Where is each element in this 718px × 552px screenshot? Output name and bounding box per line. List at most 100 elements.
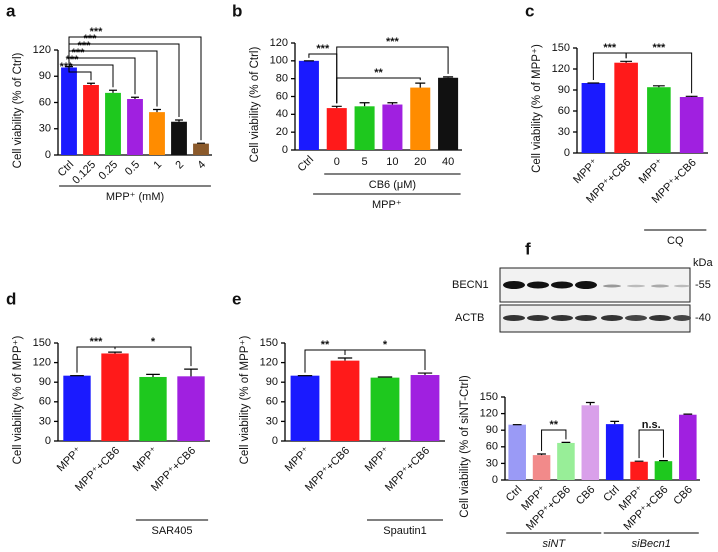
y-tick-label: 0 xyxy=(272,435,278,447)
x-tick-label: 20 xyxy=(414,156,426,168)
y-tick-label: 120 xyxy=(480,408,498,420)
bar xyxy=(410,375,440,441)
y-tick-label: 60 xyxy=(39,396,51,408)
bar xyxy=(298,60,319,151)
bar xyxy=(679,414,697,480)
y-tick-label: 90 xyxy=(486,424,498,436)
bar xyxy=(149,112,165,155)
significance-label: *** xyxy=(603,42,617,54)
x-tick-label: 40 xyxy=(442,156,454,168)
bar xyxy=(193,143,209,155)
western-blot: kDa BECN1 ACTB -55 -40 xyxy=(452,257,713,333)
x-tick-label: 4 xyxy=(195,159,208,172)
error-bar xyxy=(184,368,198,377)
bar xyxy=(83,85,99,155)
blot-bands xyxy=(503,281,691,321)
group-label: MPP⁺ (mM) xyxy=(106,191,164,203)
y-tick-label: 0 xyxy=(45,149,51,161)
y-tick-label: 30 xyxy=(486,457,498,469)
error-bar xyxy=(683,413,693,415)
y-tick-label: 60 xyxy=(276,90,288,102)
significance-label: *** xyxy=(90,26,104,38)
panel-letter: d xyxy=(6,289,16,308)
y-tick-label: 20 xyxy=(276,126,288,138)
error-bar xyxy=(331,105,342,109)
y-tick-label: 100 xyxy=(270,55,288,67)
error-bar xyxy=(153,108,161,113)
blot-protein: ACTB xyxy=(455,312,484,324)
y-axis-label: Cell viability (% of siNT-Ctrl) xyxy=(459,375,471,518)
bar xyxy=(127,99,143,155)
bar xyxy=(532,455,551,480)
x-tick-label: 10 xyxy=(386,156,398,168)
x-tick-label: 0.125 xyxy=(70,159,98,187)
bar xyxy=(630,461,648,480)
group-label: siBecn1 xyxy=(632,538,671,550)
y-tick-label: 0 xyxy=(492,474,498,486)
y-tick-label: 60 xyxy=(39,96,51,108)
error-bar xyxy=(685,95,698,97)
y-tick-label: 120 xyxy=(260,357,278,369)
group-label: Spautin1 xyxy=(383,525,426,537)
bar xyxy=(647,87,671,153)
significance-label: * xyxy=(383,339,388,351)
error-bar xyxy=(537,453,546,456)
error-bar xyxy=(652,85,665,88)
panel-letter: c xyxy=(525,1,534,20)
y-tick-label: 90 xyxy=(39,376,51,388)
significance-bracket xyxy=(114,346,192,367)
significance-label: *** xyxy=(90,336,104,348)
x-tick-label: 0 xyxy=(334,156,340,168)
significance-label: ** xyxy=(374,67,383,79)
x-tick-label: MPP⁺ xyxy=(637,157,667,187)
bar xyxy=(382,104,403,150)
error-bar xyxy=(87,82,95,85)
y-tick-label: 150 xyxy=(33,337,51,349)
bar xyxy=(605,424,624,480)
significance-label: *** xyxy=(316,43,330,55)
y-tick-label: 40 xyxy=(276,108,288,120)
bar xyxy=(330,360,360,441)
bar xyxy=(63,375,91,441)
x-tick-label: Ctrl xyxy=(601,484,622,505)
bar xyxy=(508,424,526,480)
bar xyxy=(370,377,400,441)
bar xyxy=(171,121,187,155)
error-bar xyxy=(585,401,595,406)
bar xyxy=(354,106,375,150)
x-tick-label: MPP⁺ xyxy=(131,445,161,475)
y-axis-label: Cell viability (% of MPP⁺) xyxy=(239,335,251,464)
bar xyxy=(139,376,167,441)
y-tick-label: 90 xyxy=(558,84,570,96)
group-label: CB6 (μM) xyxy=(369,179,416,191)
group-label: MPP⁺ xyxy=(372,199,402,211)
bar xyxy=(679,97,704,153)
error-bar xyxy=(146,373,160,377)
significance-bracket xyxy=(68,63,114,88)
error-bar xyxy=(131,96,139,99)
panel-letter: b xyxy=(232,1,242,20)
y-tick-label: 90 xyxy=(39,70,51,82)
error-bar xyxy=(634,460,644,462)
error-bar xyxy=(610,420,620,425)
y-tick-label: 0 xyxy=(45,435,51,447)
y-tick-label: 60 xyxy=(486,441,498,453)
y-tick-label: 30 xyxy=(266,415,278,427)
x-tick-label: 0.5 xyxy=(123,159,142,178)
error-bar xyxy=(659,460,668,462)
error-bar xyxy=(359,102,370,107)
bar xyxy=(581,83,606,153)
x-tick-label: CB6 xyxy=(671,484,695,508)
bar xyxy=(101,353,129,441)
error-bar xyxy=(175,119,183,122)
error-bar xyxy=(387,102,398,105)
significance-label: ** xyxy=(321,339,330,351)
blot-marker: -55 xyxy=(695,279,711,291)
error-bar xyxy=(108,351,122,354)
significance-label: *** xyxy=(84,33,98,45)
significance-bracket xyxy=(68,57,136,95)
error-bar xyxy=(337,357,353,361)
significance-bracket xyxy=(68,63,92,81)
significance-label: n.s. xyxy=(642,419,661,431)
